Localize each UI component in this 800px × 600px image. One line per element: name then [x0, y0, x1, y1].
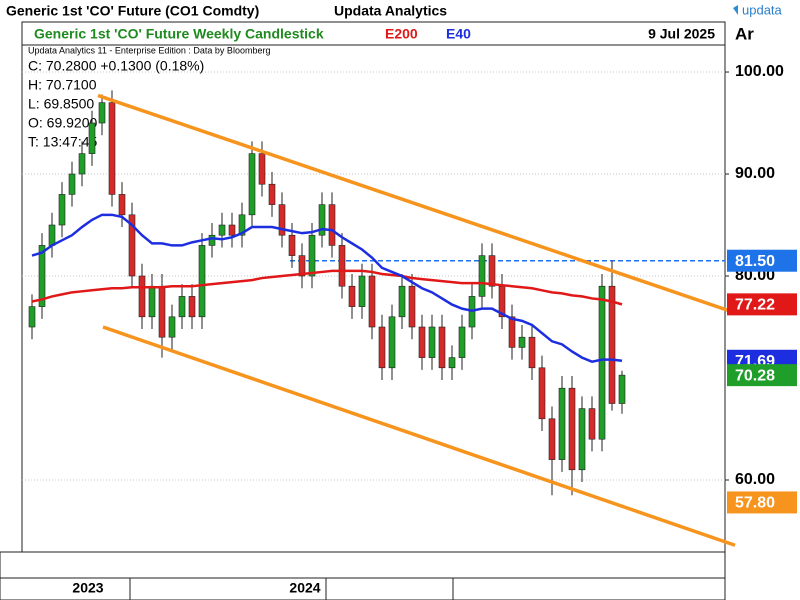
candle-body	[208, 234, 216, 246]
candle-body	[368, 275, 376, 328]
candle-body	[178, 296, 186, 318]
candle-body	[378, 326, 386, 369]
candle-body	[388, 316, 396, 369]
candle-body	[98, 102, 106, 124]
candle-body	[358, 275, 366, 307]
candle-body	[198, 245, 206, 318]
ohlc-info: L: 69.8500	[28, 96, 94, 112]
candle-body	[508, 316, 516, 348]
candle-body	[108, 102, 116, 195]
logo: updata	[742, 2, 783, 17]
candle-body	[538, 367, 546, 420]
source: Updata Analytics 11 - Enterprise Edition…	[28, 45, 270, 55]
chart-title: Generic 1st 'CO' Future Weekly Candlesti…	[34, 26, 324, 42]
candle-body	[68, 173, 76, 195]
vendor: Updata Analytics	[334, 3, 447, 19]
y-tick-label: 100.00	[735, 63, 784, 80]
y-tick-label: 60.00	[735, 471, 775, 488]
candle-body	[238, 214, 246, 236]
moving-average	[31, 213, 623, 363]
candle-body	[118, 194, 126, 216]
candle-body	[308, 234, 316, 277]
ohlc-info: O: 69.9200	[28, 115, 97, 131]
candle-body	[348, 285, 356, 307]
candle-body	[318, 204, 326, 236]
x-tick-label: 2023	[72, 580, 103, 596]
candle-body	[518, 336, 526, 348]
price-tag-label: 57.80	[735, 495, 775, 512]
candle-body	[618, 374, 626, 404]
candle-body	[298, 255, 306, 277]
candle-body	[278, 204, 286, 236]
price-tag	[727, 293, 797, 316]
moving-average	[31, 269, 623, 306]
candle-body	[288, 234, 296, 256]
price-tag	[727, 491, 797, 514]
legend-e200: E200	[385, 26, 418, 42]
candle-body	[248, 153, 256, 216]
ohlc-info: T: 13:47:45	[28, 134, 97, 150]
candle-body	[558, 387, 566, 460]
x-tick-label: 2024	[289, 580, 320, 596]
candle-body	[138, 275, 146, 318]
candle-body	[28, 306, 36, 328]
instrument: Generic 1st 'CO' Future (CO1 Comdty)	[6, 3, 259, 19]
candle-body	[438, 326, 446, 369]
price-tag-label: 77.22	[735, 297, 775, 314]
candle-body	[258, 153, 266, 185]
candle-body	[158, 285, 166, 338]
price-tag	[727, 249, 797, 272]
ohlc-info: H: 70.7100	[28, 77, 97, 93]
candle-body	[608, 285, 616, 404]
price-tag	[727, 364, 797, 387]
candle-body	[188, 296, 196, 318]
candle-body	[58, 194, 66, 226]
ohlc-info: C: 70.2800 +0.1300 (0.18%)	[28, 58, 204, 74]
candle-body	[268, 183, 276, 205]
candle-body	[478, 255, 486, 297]
candle-body	[488, 255, 496, 287]
logo-icon	[733, 5, 738, 15]
candle-body	[338, 245, 346, 287]
candle-body	[88, 122, 96, 154]
candle-body	[578, 408, 586, 471]
candle-body	[528, 336, 536, 369]
channel-line	[97, 93, 736, 315]
candle-body	[48, 224, 56, 246]
price-tag-label: 70.28	[735, 367, 775, 384]
candle-body	[328, 204, 336, 246]
candle-body	[408, 285, 416, 328]
candle-body	[548, 418, 556, 460]
candle-body	[448, 357, 456, 369]
candle-body	[168, 316, 176, 338]
date: 9 Jul 2025	[648, 26, 715, 42]
candle-body	[458, 326, 466, 358]
candle-body	[218, 224, 226, 236]
axis-corner: Ar	[735, 24, 754, 43]
candle-body	[128, 214, 136, 277]
candle-body	[398, 285, 406, 318]
legend-e40: E40	[446, 26, 471, 42]
candle-body	[228, 224, 236, 236]
candle-body	[418, 326, 426, 358]
price-tag-label: 81.50	[735, 253, 775, 270]
channel-line	[102, 325, 736, 547]
candle-body	[588, 408, 596, 440]
candle-body	[598, 285, 606, 440]
y-tick-label: 90.00	[735, 165, 775, 182]
candle-body	[38, 245, 46, 307]
candle-body	[148, 285, 156, 318]
candle-body	[78, 153, 86, 175]
candle-body	[568, 387, 576, 471]
candle-body	[428, 326, 436, 358]
